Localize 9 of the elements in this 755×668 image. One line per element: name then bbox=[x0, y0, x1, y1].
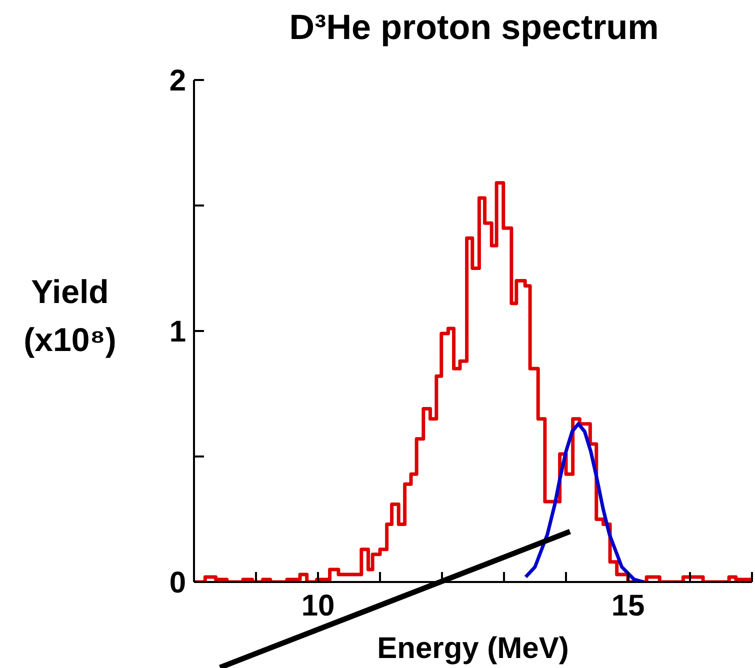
x-tick-label: 15 bbox=[611, 589, 645, 622]
y-axis-title: Yield (x10⁸) bbox=[22, 272, 118, 360]
chart-title: D³He proton spectrum bbox=[288, 8, 660, 48]
y-tick-label: 1 bbox=[169, 316, 186, 349]
x-axis-title: Energy (MeV) bbox=[377, 632, 569, 665]
x-tick-label: 10 bbox=[301, 589, 335, 622]
y-tick-label: 0 bbox=[169, 566, 186, 600]
line-series bbox=[524, 422, 646, 582]
y-tick-label: 2 bbox=[169, 64, 186, 98]
